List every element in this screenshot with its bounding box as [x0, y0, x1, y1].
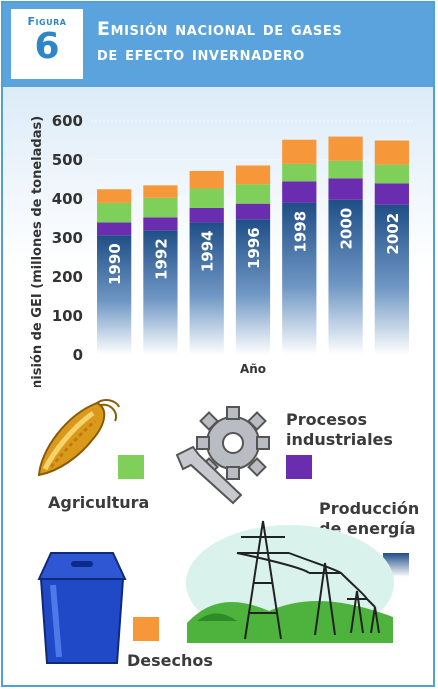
legend-label-produccion-line-1: Producción	[319, 499, 420, 518]
bar-segment	[282, 163, 317, 182]
bar-segment	[97, 235, 132, 355]
bar-segment	[328, 160, 363, 179]
bar-segment	[235, 203, 271, 220]
bar-segment	[235, 219, 271, 355]
bar-segment	[143, 217, 178, 231]
bar-segment	[189, 207, 224, 223]
x-category-label: 1994	[199, 230, 217, 272]
gear-wrench-icon	[175, 406, 270, 505]
bar-segment	[143, 185, 178, 198]
bar-segment	[374, 140, 409, 165]
bar-segment	[235, 184, 271, 204]
bar-segment	[282, 181, 317, 203]
bar-segment	[97, 202, 132, 223]
y-tick-label: 100	[52, 307, 83, 325]
bar-segment	[282, 139, 317, 164]
title-line-2: de efecto invernadero	[97, 43, 305, 65]
x-axis-label: Año	[240, 362, 266, 376]
figure-title: Emisión nacional de gases de efecto inve…	[97, 17, 427, 67]
legend-label-desechos: Desechos	[127, 651, 213, 670]
bar-segment	[328, 178, 363, 200]
figure-label: Figura	[27, 15, 67, 28]
y-axis-ticks: 0 100 200 300 400 500 600	[52, 112, 83, 364]
title-line-1: Emisión nacional de gases	[97, 18, 343, 40]
bar-segment	[143, 230, 178, 355]
waste-bin-icon	[37, 552, 127, 664]
y-axis-label: Emisión de GEI (millones de toneladas)	[30, 116, 45, 387]
y-tick-label: 200	[52, 268, 83, 286]
bar-segment	[97, 222, 132, 236]
bar-segment	[374, 164, 409, 184]
legend-label-agricultura: Agricultura	[48, 493, 150, 512]
bar-segment	[374, 204, 409, 355]
bar-segment	[328, 199, 363, 355]
legend-label-procesos: Procesos industriales	[286, 410, 393, 450]
chart-panel: 0 100 200 300 400 500 600 1990 1992 1994 1996 1998…	[3, 87, 433, 402]
x-category-label: 2000	[338, 208, 356, 250]
legend-swatch-desechos	[133, 617, 159, 641]
x-category-label: 1996	[245, 227, 263, 269]
bar-segment	[235, 165, 271, 185]
bar-segment	[97, 189, 132, 203]
bar-segment	[143, 197, 178, 218]
x-category-label: 1992	[152, 238, 170, 280]
bar-segment	[189, 170, 224, 189]
legend-label-procesos-line-1: Procesos	[286, 410, 367, 429]
x-category-label: 2002	[384, 213, 402, 255]
legend-swatch-agricultura	[118, 455, 144, 479]
bar-segment	[374, 183, 409, 205]
bar-segment	[189, 222, 224, 355]
bar-segment	[282, 202, 317, 355]
y-tick-label: 0	[73, 346, 83, 364]
figure-header: Figura 6 Emisión nacional de gases de ef…	[3, 3, 433, 87]
y-tick-label: 400	[52, 190, 83, 208]
y-tick-label: 300	[52, 229, 83, 247]
figure-badge: Figura 6	[11, 9, 83, 79]
bars: 1990 1992 1994 1996 1998 2000 2002	[97, 136, 409, 355]
figure-number: 6	[34, 26, 60, 67]
x-category-label: 1990	[106, 243, 124, 285]
corn-icon	[37, 399, 120, 477]
y-tick-label: 600	[52, 112, 83, 130]
bar-segment	[189, 188, 224, 208]
stacked-bar-chart: 0 100 200 300 400 500 600 1990 1992 1994 1996 1998…	[30, 112, 415, 402]
x-category-label: 1998	[291, 211, 309, 253]
legend-label-procesos-line-2: industriales	[286, 430, 393, 449]
power-tower-icon	[186, 520, 394, 643]
bar-segment	[328, 136, 363, 161]
legend-swatch-procesos	[286, 455, 312, 479]
y-tick-label: 500	[52, 151, 83, 169]
